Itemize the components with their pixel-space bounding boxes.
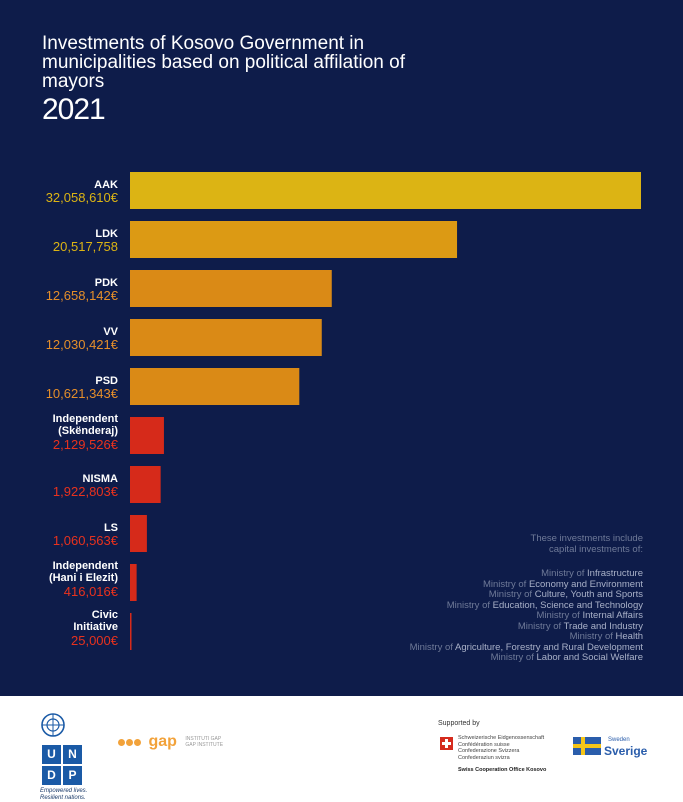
category-label: (Skënderaj)	[58, 425, 118, 437]
ministry-item: Ministry of Economy and Environment	[410, 578, 643, 591]
ministry-name: Labor and Social Welfare	[536, 652, 644, 663]
category-label: Initiative	[73, 621, 118, 633]
gap-sub-line: INSTITUTI GAP	[185, 736, 222, 742]
category-label: Independent	[53, 560, 119, 572]
undp-letter: N	[63, 745, 82, 764]
undp-letter: D	[42, 766, 61, 785]
gap-sub-line: GAP INSTITUTE	[185, 742, 224, 748]
value-label: 1,922,803€	[53, 484, 119, 499]
sponsor-footer: U N D P Empowered lives. Resilient natio…	[0, 696, 683, 802]
category-label: VV	[103, 326, 118, 338]
undp-letter: U	[42, 745, 61, 764]
value-label: 32,058,610€	[46, 190, 119, 205]
bar	[130, 221, 458, 258]
supported-by-label: Supported by	[438, 720, 480, 727]
swiss-flag-icon	[440, 737, 453, 750]
note-header-line: capital investments of:	[549, 543, 643, 555]
bar	[130, 466, 161, 503]
undp-tagline-line: Empowered lives.	[40, 788, 88, 794]
ministry-item: Ministry of Labor and Social Welfare	[410, 652, 644, 664]
ministry-name: Infrastructure	[587, 568, 643, 579]
ministry-item: Ministry of Infrastructure	[410, 568, 643, 580]
ministry-prefix: Ministry of	[536, 610, 583, 621]
gap-institute-logo: gap INSTITUTI GAP GAP INSTITUTE	[118, 733, 223, 753]
note-header-line: These investments include	[530, 533, 643, 544]
bar	[130, 319, 322, 356]
bar	[130, 270, 332, 307]
category-label: Independent	[53, 413, 119, 425]
value-label: 20,517,758	[53, 239, 118, 254]
category-label: (Hani i Elezit)	[49, 572, 118, 584]
value-label: 416,016€	[64, 584, 119, 599]
sweden-label: Sweden	[608, 737, 630, 743]
bar	[130, 172, 641, 209]
ministry-prefix: Ministry of	[517, 620, 564, 632]
value-label: 10,621,343€	[46, 386, 119, 401]
ministry-prefix: Ministry of	[409, 641, 456, 653]
note-header: These investments include capital invest…	[410, 533, 643, 555]
value-label: 2,129,526€	[53, 437, 119, 452]
infographic-panel: Investments of Kosovo Government in muni…	[0, 0, 683, 696]
ministry-name: Education, Science and Technology	[492, 599, 643, 611]
ministry-item: Ministry of Culture, Youth and Sports	[410, 589, 643, 601]
bar	[130, 515, 147, 552]
ministry-item: Ministry of Education, Science and Techn…	[410, 599, 643, 612]
ministry-name: Health	[615, 631, 643, 642]
category-label: AAK	[94, 179, 118, 191]
swiss-confederation-text: Schweizerische Eidgenossenschaft Confédé…	[458, 735, 544, 761]
undp-logo: U N D P Empowered lives. Resilient natio…	[40, 712, 88, 802]
gap-logo-subtitle: INSTITUTI GAP GAP INSTITUTE	[185, 736, 223, 748]
gap-dots-icon	[118, 733, 142, 751]
swiss-office-label: Swiss Cooperation Office Kosovo	[458, 767, 547, 773]
sverige-label: Sverige	[604, 744, 648, 758]
ministry-name: Economy and Environment	[528, 578, 643, 590]
ministry-name: Agriculture, Forestry and Rural Developm…	[455, 641, 643, 653]
ministry-prefix: Ministry of	[541, 568, 588, 579]
un-emblem-icon	[41, 713, 65, 737]
category-label: Civic	[92, 609, 118, 621]
bar	[130, 564, 137, 601]
swiss-line: Confederaziun svizra	[458, 754, 510, 761]
value-label: 1,060,563€	[53, 533, 119, 548]
ministry-name: Trade and Industry	[563, 620, 643, 632]
ministries-note: These investments include capital invest…	[409, 533, 644, 664]
ministry-prefix: Ministry of	[446, 599, 493, 611]
ministry-list: Ministry of Infrastructure Ministry of Ec…	[409, 568, 644, 664]
swiss-line: Confederazione Svizzera	[458, 748, 520, 754]
undp-tagline-line: Resilient nations.	[40, 795, 86, 801]
ministry-name: Internal Affairs	[582, 610, 643, 621]
bar	[130, 613, 132, 650]
ministry-item: Ministry of Trade and Industry	[410, 620, 643, 633]
value-label: 12,030,421€	[46, 337, 119, 352]
value-label: 12,658,142€	[46, 288, 119, 303]
category-label: LS	[104, 522, 118, 534]
chart-title: Investments of Kosovo Government in muni…	[42, 33, 405, 92]
ministry-prefix: Ministry of	[490, 652, 537, 663]
ministry-item: Ministry of Agriculture, Forestry and Ru…	[409, 641, 643, 654]
undp-letter: P	[63, 766, 82, 785]
category-label: LDK	[95, 228, 118, 240]
bar	[130, 417, 164, 454]
gap-logo-word: gap	[148, 733, 177, 750]
ministry-item: Ministry of Health	[410, 631, 643, 643]
ministry-name: Culture, Youth and Sports	[534, 589, 643, 600]
swiss-line: Confédération suisse	[458, 741, 510, 748]
sweden-flag-icon	[573, 737, 601, 755]
ministry-prefix: Ministry of	[483, 578, 529, 590]
category-label: PDK	[95, 277, 118, 289]
ministry-prefix: Ministry of	[569, 631, 616, 642]
ministry-prefix: Ministry of	[488, 589, 535, 600]
value-label: 25,000€	[71, 633, 119, 648]
swiss-line: Schweizerische Eidgenossenschaft	[458, 735, 545, 741]
category-label: PSD	[95, 375, 118, 387]
undp-tagline: Empowered lives. Resilient nations.	[40, 788, 88, 802]
bar	[130, 368, 300, 405]
chart-year: 2021	[42, 93, 106, 126]
ministry-item: Ministry of Internal Affairs	[410, 610, 644, 622]
category-label: NISMA	[83, 473, 119, 485]
